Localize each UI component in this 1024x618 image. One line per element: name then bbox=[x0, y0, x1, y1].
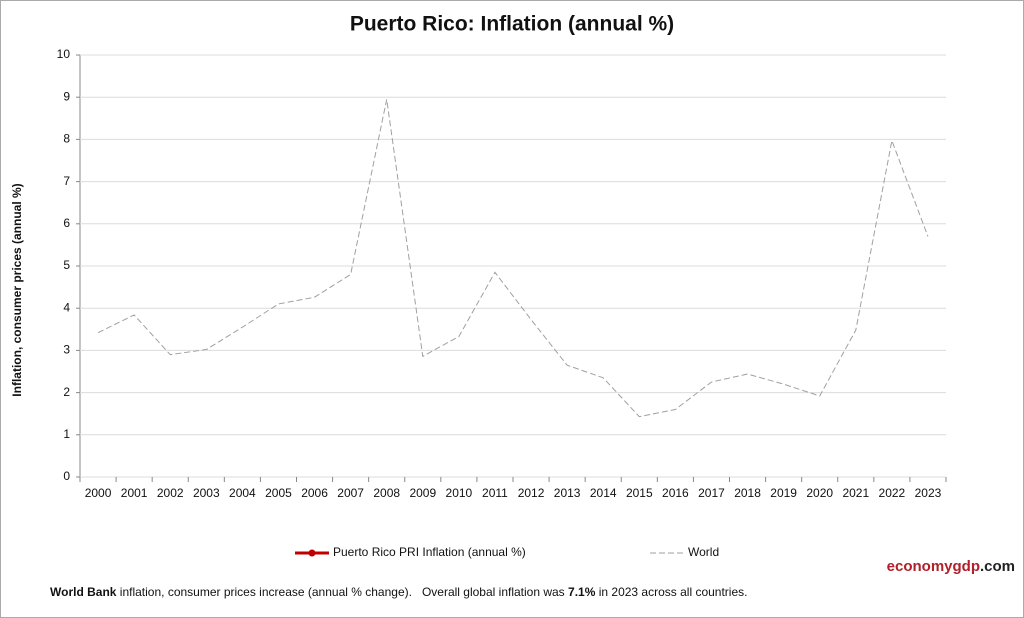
y-tick-label: 4 bbox=[63, 300, 70, 314]
brand: economygdp.com bbox=[887, 558, 1015, 575]
chart-title: Puerto Rico: Inflation (annual %) bbox=[350, 13, 674, 36]
footnote-part: 7.1% bbox=[568, 585, 596, 599]
y-tick-label: 8 bbox=[63, 132, 70, 146]
y-tick-label: 10 bbox=[57, 47, 71, 61]
x-tick-label: 2000 bbox=[85, 486, 112, 500]
x-tick-label: 2016 bbox=[662, 486, 689, 500]
x-tick-label: 2008 bbox=[373, 486, 400, 500]
brand-part: economygdp bbox=[887, 558, 980, 575]
x-tick-label: 2012 bbox=[518, 486, 545, 500]
y-tick-label: 5 bbox=[63, 258, 70, 272]
x-tick-label: 2014 bbox=[590, 486, 617, 500]
legend-label: Puerto Rico PRI Inflation (annual %) bbox=[333, 545, 526, 559]
y-tick-label: 2 bbox=[63, 385, 70, 399]
footnote-part: in 2023 across all countries. bbox=[595, 585, 747, 599]
legend-label: World bbox=[688, 545, 719, 559]
x-tick-label: 2018 bbox=[734, 486, 761, 500]
x-tick-label: 2021 bbox=[842, 486, 869, 500]
y-tick-label: 3 bbox=[63, 343, 70, 357]
x-tick-label: 2020 bbox=[806, 486, 833, 500]
footnote-part: inflation, consumer prices increase (ann… bbox=[116, 585, 568, 599]
brand-part: .com bbox=[980, 558, 1015, 575]
legend-marker bbox=[308, 549, 316, 557]
x-tick-label: 2010 bbox=[446, 486, 473, 500]
footnote: World Bank inflation, consumer prices in… bbox=[50, 585, 747, 599]
x-tick-label: 2004 bbox=[229, 486, 256, 500]
x-tick-label: 2007 bbox=[337, 486, 364, 500]
x-tick-label: 2009 bbox=[409, 486, 436, 500]
x-tick-label: 2017 bbox=[698, 486, 725, 500]
x-tick-label: 2011 bbox=[482, 486, 508, 500]
data-line bbox=[97, 99, 929, 418]
x-tick-label: 2002 bbox=[157, 486, 184, 500]
x-tick-label: 2022 bbox=[879, 486, 906, 500]
footnote-part: World Bank bbox=[50, 585, 117, 599]
x-tick-label: 2005 bbox=[265, 486, 292, 500]
x-tick-label: 2015 bbox=[626, 486, 653, 500]
y-tick-label: 0 bbox=[63, 469, 70, 483]
x-tick-label: 2003 bbox=[193, 486, 220, 500]
x-tick-label: 2013 bbox=[554, 486, 581, 500]
x-tick-label: 2006 bbox=[301, 486, 328, 500]
x-tick-label: 2019 bbox=[770, 486, 797, 500]
x-tick-label: 2023 bbox=[915, 486, 942, 500]
y-axis-label: Inflation, consumer prices (annual %) bbox=[10, 183, 24, 396]
y-tick-label: 6 bbox=[63, 216, 70, 230]
y-tick-label: 7 bbox=[63, 174, 70, 188]
y-tick-label: 9 bbox=[63, 89, 70, 103]
y-tick-label: 1 bbox=[63, 427, 70, 441]
x-tick-label: 2001 bbox=[121, 486, 148, 500]
